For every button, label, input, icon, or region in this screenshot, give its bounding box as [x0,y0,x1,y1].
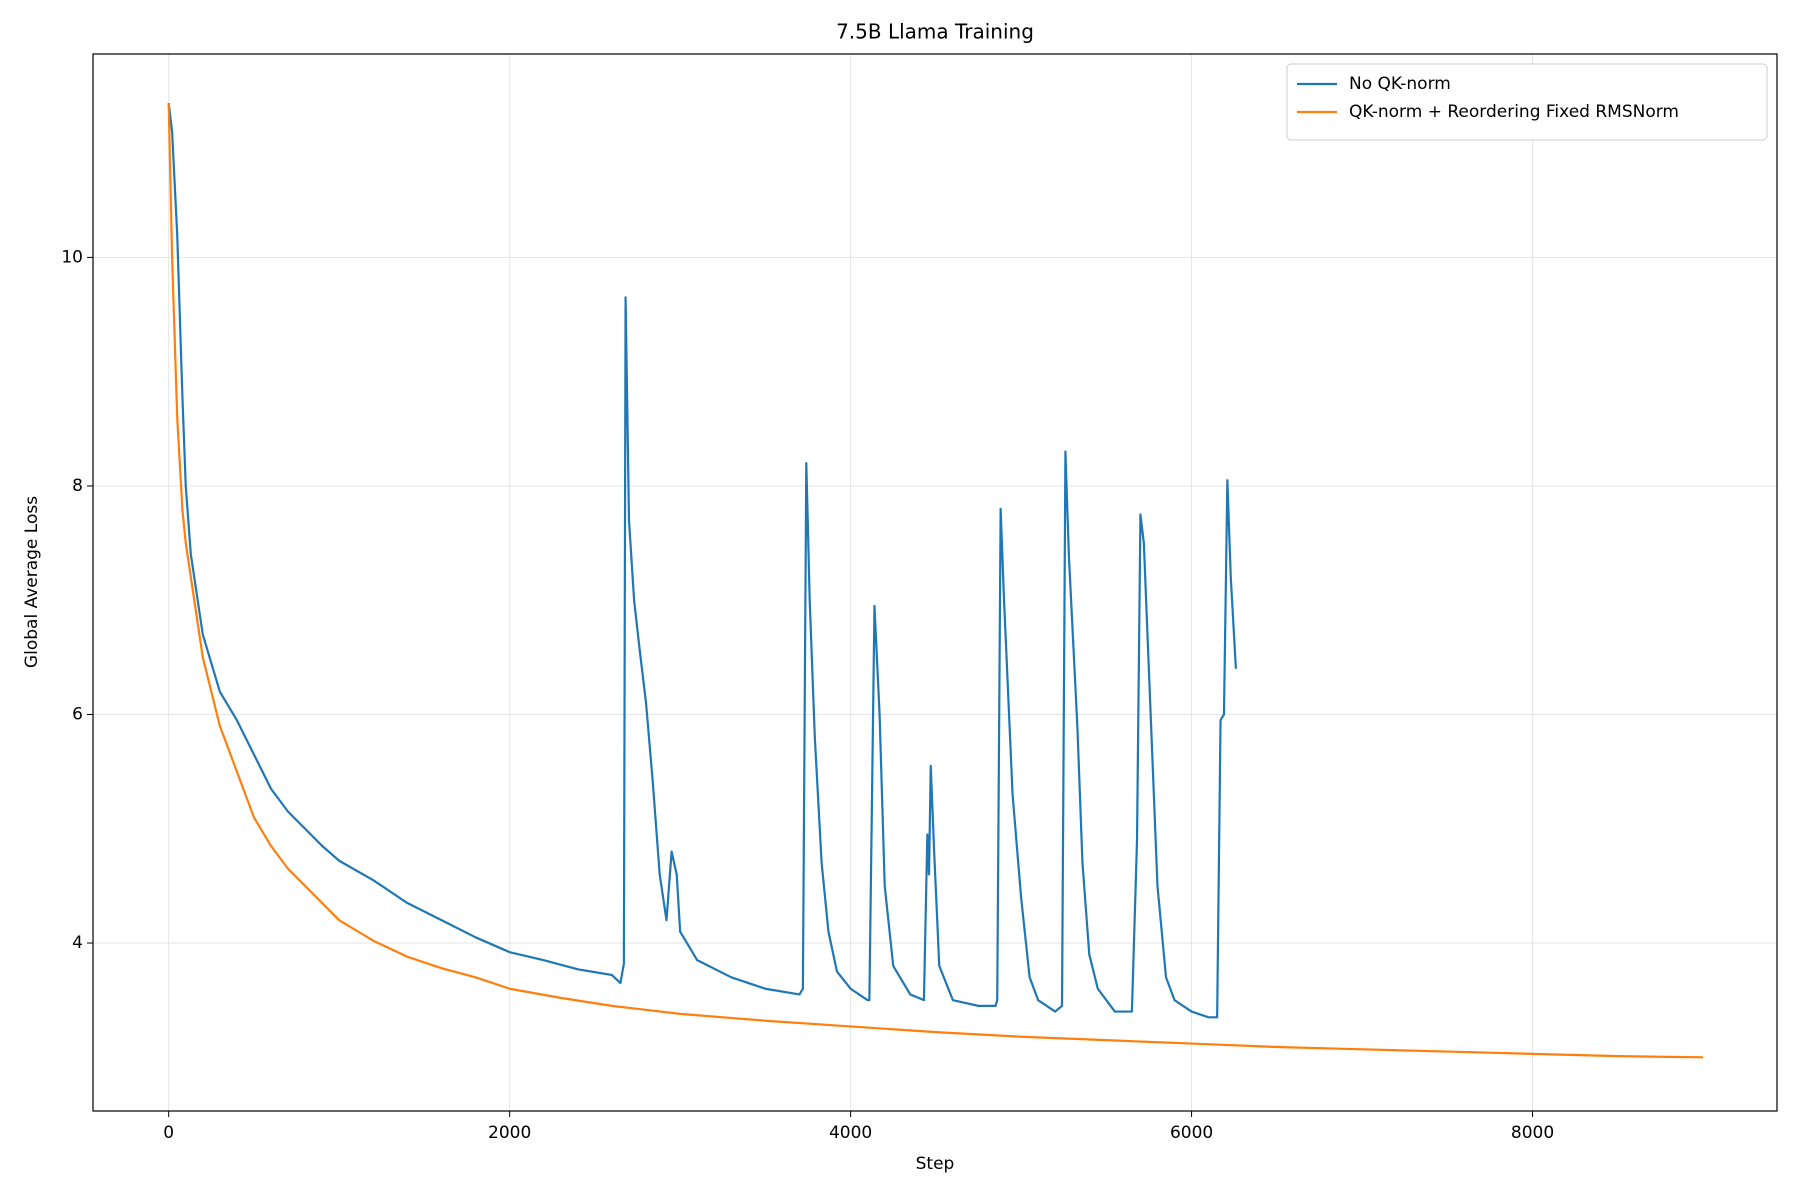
x-tick-label: 0 [163,1123,174,1143]
x-tick-label: 2000 [488,1123,531,1143]
y-tick-label: 4 [72,933,83,953]
x-axis-label: Step [916,1154,955,1174]
y-axis-label: Global Average Loss [22,496,42,668]
plot-frame [92,53,1778,1112]
x-tick-label: 4000 [829,1123,872,1143]
legend-label: QK-norm + Reordering Fixed RMSNorm [1349,102,1679,122]
chart-title: 7.5B Llama Training [836,20,1034,44]
x-tick-label: 8000 [1511,1123,1554,1143]
data-line [167,103,1704,1059]
y-tick-label: 6 [72,704,83,724]
data-line [167,103,1237,1019]
y-tick-label: 10 [61,247,83,267]
legend-box [1286,63,1768,141]
x-tick-label: 6000 [1170,1123,1213,1143]
y-tick-label: 8 [72,476,83,496]
legend-label: No QK-norm [1349,74,1451,94]
